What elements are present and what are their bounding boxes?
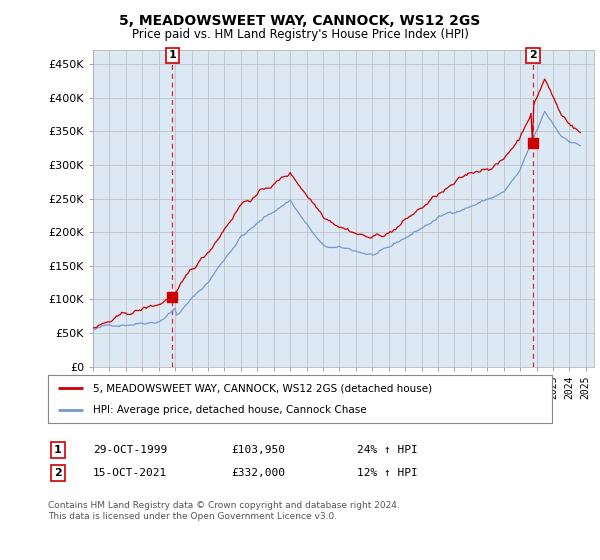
Text: £103,950: £103,950: [231, 445, 285, 455]
Text: 1: 1: [169, 50, 176, 60]
Text: 1: 1: [54, 445, 62, 455]
Text: 29-OCT-1999: 29-OCT-1999: [93, 445, 167, 455]
Text: Price paid vs. HM Land Registry's House Price Index (HPI): Price paid vs. HM Land Registry's House …: [131, 28, 469, 41]
Text: HPI: Average price, detached house, Cannock Chase: HPI: Average price, detached house, Cann…: [94, 405, 367, 415]
Text: 5, MEADOWSWEET WAY, CANNOCK, WS12 2GS: 5, MEADOWSWEET WAY, CANNOCK, WS12 2GS: [119, 14, 481, 28]
Text: 5, MEADOWSWEET WAY, CANNOCK, WS12 2GS (detached house): 5, MEADOWSWEET WAY, CANNOCK, WS12 2GS (d…: [94, 383, 433, 393]
Text: 12% ↑ HPI: 12% ↑ HPI: [357, 468, 418, 478]
Text: £332,000: £332,000: [231, 468, 285, 478]
Text: 2: 2: [54, 468, 62, 478]
Text: Contains HM Land Registry data © Crown copyright and database right 2024.
This d: Contains HM Land Registry data © Crown c…: [48, 501, 400, 521]
Text: 15-OCT-2021: 15-OCT-2021: [93, 468, 167, 478]
Text: 2: 2: [529, 50, 537, 60]
Text: 24% ↑ HPI: 24% ↑ HPI: [357, 445, 418, 455]
